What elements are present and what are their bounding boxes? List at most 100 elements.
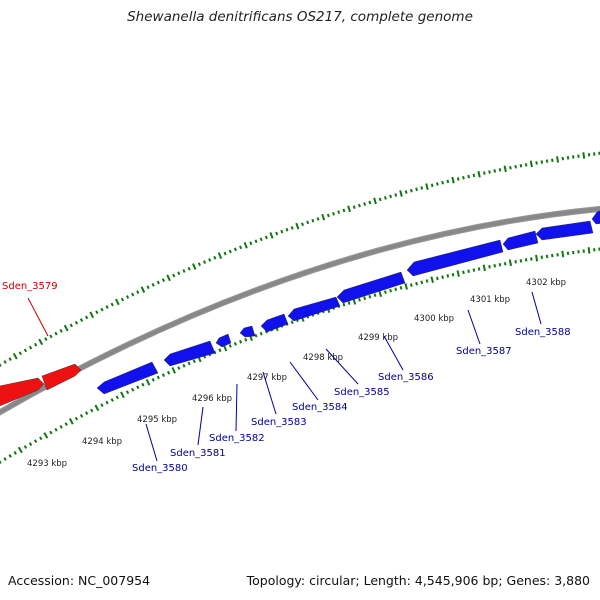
scale-tick: [503, 165, 507, 173]
scale-tick: [202, 260, 207, 264]
scale-tick: [441, 180, 444, 185]
scale-tick: [394, 287, 398, 292]
scale-tick: [43, 432, 49, 439]
scale-tick: [368, 200, 372, 205]
scale-tick: [166, 274, 171, 282]
scale-tick: [0, 363, 2, 367]
scale-label: 4298 kbp: [303, 353, 343, 363]
scale-tick: [259, 237, 263, 242]
scale-tick: [488, 170, 491, 174]
scale-tick: [399, 190, 403, 197]
gene-label: Sden_3581: [170, 448, 226, 459]
scale-tick: [28, 345, 33, 350]
scale-tick: [120, 297, 125, 302]
scale-tick: [49, 430, 53, 435]
scale-tick: [389, 194, 392, 199]
scale-tick: [383, 196, 387, 200]
gene-arrow-reverse-5: [260, 313, 289, 333]
scale-tick: [192, 359, 196, 364]
scale-tick: [95, 310, 99, 315]
scale-tick: [213, 255, 217, 260]
scale-tick: [587, 247, 591, 254]
scale-tick: [352, 205, 356, 210]
scale-tick: [105, 400, 109, 405]
scale-tick: [280, 229, 284, 234]
scale-tick: [368, 294, 372, 299]
scale-tick: [33, 439, 38, 444]
scale-tick: [524, 258, 528, 262]
scale-tick: [136, 385, 140, 390]
scale-tick: [425, 183, 429, 190]
lower-tick-row: [0, 247, 600, 464]
scale-tick: [64, 422, 68, 426]
scale-tick: [482, 264, 486, 272]
scale-tick: [290, 226, 294, 230]
scale-tick: [192, 263, 197, 270]
scale-tick: [451, 272, 455, 277]
scale-tick: [59, 328, 63, 333]
scale-tick: [145, 379, 151, 386]
scale-tick: [358, 297, 361, 302]
scale-tick: [110, 302, 114, 307]
scale-tick: [415, 281, 418, 286]
scale-tick: [23, 445, 28, 449]
accession-text: Accession: NC_007954: [8, 573, 151, 588]
scale-tick: [0, 460, 2, 464]
scale-tick: [556, 156, 560, 163]
gene-arrow-reverse-7: [336, 271, 406, 304]
scale-tick: [182, 363, 186, 368]
gene-label: Sden_3583: [251, 417, 307, 428]
scale-tick: [347, 205, 351, 213]
scale-tick: [530, 257, 533, 261]
scale-tick: [529, 160, 533, 168]
scale-tick: [94, 404, 100, 412]
genome-summary-text: Topology: circular; Length: 4,545,906 bp…: [246, 573, 590, 588]
scale-tick: [383, 290, 387, 294]
scale-tick: [409, 188, 413, 193]
scale-tick: [472, 173, 476, 178]
scale-tick: [141, 382, 145, 387]
scale-tick: [347, 301, 351, 305]
scale-tick: [105, 305, 109, 309]
scale-tick: [430, 276, 434, 284]
scale-tick: [8, 454, 12, 458]
scale-tick: [488, 265, 491, 269]
gene-arrow-reverse-10: [535, 220, 594, 241]
scale-tick: [115, 298, 120, 306]
scale-tick: [394, 193, 398, 197]
scale-tick: [420, 280, 424, 285]
scale-tick: [110, 398, 114, 402]
gene-sden-3579-arrow-a: [0, 377, 45, 407]
scale-tick: [17, 446, 23, 454]
scale-tick: [217, 252, 223, 259]
scale-tick: [125, 390, 130, 395]
scale-tick: [415, 187, 418, 192]
scale-tick: [467, 174, 470, 179]
scale-tick: [8, 357, 12, 361]
scale-tick: [540, 255, 544, 260]
scale-tick: [218, 348, 222, 353]
scale-tick: [18, 351, 23, 356]
scale-tick: [508, 259, 512, 267]
gene-label: Sden_3579: [2, 281, 58, 292]
scale-tick: [85, 315, 89, 320]
scale-tick: [446, 179, 450, 184]
scale-tick: [59, 425, 63, 429]
scale-tick: [503, 261, 507, 266]
scale-tick: [187, 361, 191, 366]
scale-tick: [326, 213, 330, 218]
scale-tick: [172, 273, 176, 278]
scale-tick: [13, 451, 17, 455]
scale-tick: [436, 276, 439, 281]
scale-tick: [54, 331, 58, 336]
scale-tick: [146, 285, 150, 290]
scale-tick: [233, 341, 237, 346]
scale-tick: [404, 190, 408, 194]
scale-tick: [373, 197, 377, 205]
scale-tick: [290, 320, 294, 325]
scale-tick: [23, 348, 28, 353]
scale-tick: [441, 275, 444, 279]
scale-tick: [264, 235, 268, 240]
